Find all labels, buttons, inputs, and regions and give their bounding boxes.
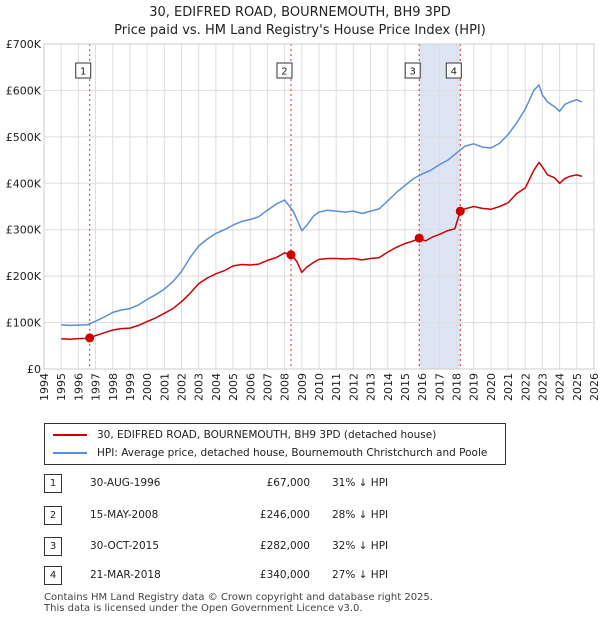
x-tick-label: 2014 — [382, 373, 395, 401]
legend-item-hpi: HPI: Average price, detached house, Bour… — [53, 444, 487, 462]
x-tick-label: 2026 — [588, 373, 600, 401]
x-tick-label: 2024 — [554, 373, 567, 401]
x-tick-label: 2012 — [347, 373, 360, 401]
legend-swatch-property — [53, 434, 87, 436]
transaction-price: £340,000 — [259, 569, 310, 581]
transaction-hpi-diff: 27% ↓ HPI — [332, 569, 389, 581]
sale-point — [286, 250, 296, 260]
x-tick-label: 2018 — [451, 373, 464, 401]
sale-point — [85, 333, 95, 343]
y-tick-label: £700K — [6, 38, 42, 51]
legend-label-property: 30, EDIFRED ROAD, BOURNEMOUTH, BH9 3PD (… — [97, 429, 437, 441]
y-tick-label: £200K — [6, 270, 42, 283]
legend-swatch-hpi — [53, 452, 87, 454]
x-tick-label: 2025 — [571, 373, 584, 401]
x-tick-label: 2013 — [365, 373, 378, 401]
legend: 30, EDIFRED ROAD, BOURNEMOUTH, BH9 3PD (… — [44, 423, 506, 465]
transaction-price: £282,000 — [259, 540, 310, 552]
x-tick-label: 2003 — [193, 373, 206, 401]
chart-title-line2: Price paid vs. HM Land Registry's House … — [114, 23, 486, 38]
x-tick-label: 2002 — [176, 373, 189, 401]
y-tick-label: £300K — [6, 224, 42, 237]
y-tick-label: £500K — [6, 131, 42, 144]
x-tick-label: 2006 — [244, 373, 257, 401]
marker-badge — [445, 62, 462, 79]
sale-point — [414, 233, 424, 243]
x-tick-label: 2023 — [536, 373, 549, 401]
marker-badge — [404, 62, 421, 79]
legend-item-property: 30, EDIFRED ROAD, BOURNEMOUTH, BH9 3PD (… — [53, 426, 436, 444]
transaction-price: £67,000 — [266, 477, 310, 489]
x-tick-label: 2005 — [227, 373, 240, 401]
transaction-number: 2 — [44, 506, 62, 525]
x-tick-label: 2021 — [502, 373, 515, 401]
transaction-number: 3 — [44, 537, 62, 556]
transaction-number: 4 — [44, 566, 62, 585]
marker-badge — [75, 62, 92, 79]
marker-badge — [276, 62, 293, 79]
transaction-row: 2 15-MAY-2008 £246,000 28% ↓ HPI — [44, 505, 464, 525]
x-tick-label: 2015 — [399, 373, 412, 401]
x-tick-label: 2011 — [330, 373, 343, 401]
x-tick-label: 2000 — [141, 373, 154, 401]
y-tick-label: £100K — [6, 317, 42, 330]
x-tick-label: 2007 — [261, 373, 274, 401]
x-tick-label: 2019 — [468, 373, 481, 401]
x-tick-label: 2010 — [313, 373, 326, 401]
y-tick-label: £600K — [6, 84, 42, 97]
transaction-date: 30-AUG-1996 — [90, 477, 161, 489]
footer-notice: Contains HM Land Registry data © Crown c… — [44, 592, 433, 614]
marker-badge-label: 4 — [451, 67, 457, 78]
y-tick-label: £400K — [6, 177, 42, 190]
legend-label-hpi: HPI: Average price, detached house, Bour… — [97, 447, 488, 459]
x-tick-label: 1996 — [72, 373, 85, 401]
y-tick-label: £0 — [27, 363, 41, 376]
transaction-date: 21-MAR-2018 — [90, 569, 161, 581]
plot-border — [43, 43, 595, 370]
transaction-row: 3 30-OCT-2015 £282,000 32% ↓ HPI — [44, 536, 464, 556]
sale-point — [455, 206, 465, 216]
marker-badge-label: 3 — [410, 67, 416, 78]
x-tick-label: 2022 — [519, 373, 532, 401]
x-tick-label: 2008 — [279, 373, 292, 401]
series-line-hpi — [61, 84, 583, 327]
chart-title-line1: 30, EDIFRED ROAD, BOURNEMOUTH, BH9 3PD — [149, 5, 451, 20]
x-tick-label: 1995 — [55, 373, 68, 401]
marker-badge-label: 2 — [281, 67, 287, 78]
marker-badge-label: 1 — [80, 67, 86, 78]
footer-line-copyright: Contains HM Land Registry data © Crown c… — [44, 592, 433, 603]
transaction-price: £246,000 — [259, 509, 310, 521]
x-tick-label: 1998 — [107, 373, 120, 401]
x-tick-label: 2020 — [485, 373, 498, 401]
x-tick-label: 1997 — [90, 373, 103, 401]
transaction-row: 1 30-AUG-1996 £67,000 31% ↓ HPI — [44, 473, 464, 493]
x-tick-label: 1999 — [124, 373, 137, 401]
transaction-row: 4 21-MAR-2018 £340,000 27% ↓ HPI — [44, 565, 464, 585]
x-tick-label: 2016 — [416, 373, 429, 401]
x-tick-label: 2017 — [433, 373, 446, 401]
footer-line-licence: This data is licensed under the Open Gov… — [44, 603, 363, 614]
x-tick-label: 2004 — [210, 373, 223, 401]
price-chart: 1 2 3 4 £0 £100K £200K £300K £400K £500K £600K £70… — [6, 38, 600, 401]
transaction-hpi-diff: 28% ↓ HPI — [332, 509, 389, 521]
x-tick-label: 2001 — [158, 373, 171, 401]
transaction-hpi-diff: 31% ↓ HPI — [332, 477, 389, 489]
transaction-date: 30-OCT-2015 — [90, 540, 159, 552]
series-line-property — [61, 161, 583, 341]
transaction-date: 15-MAY-2008 — [90, 509, 159, 521]
transaction-number: 1 — [44, 474, 62, 493]
x-tick-label: 2009 — [296, 373, 309, 401]
transaction-hpi-diff: 32% ↓ HPI — [332, 540, 389, 552]
x-tick-label: 1994 — [38, 373, 51, 401]
